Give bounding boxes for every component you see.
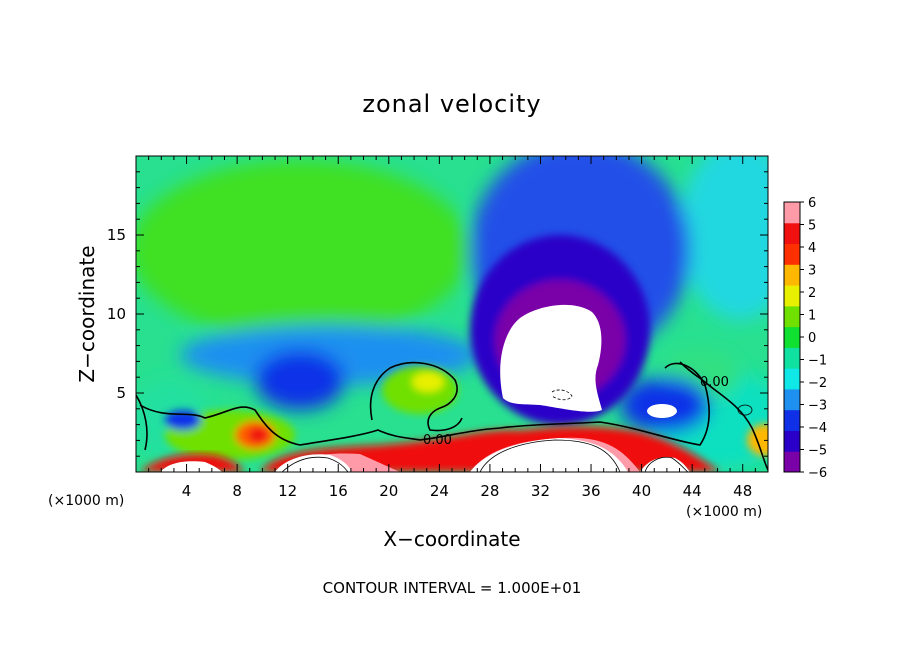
field-westerly-bubble-core xyxy=(412,372,444,392)
zero-contour-lower xyxy=(139,362,710,446)
colorbar-swatch xyxy=(784,264,800,286)
colorbar-swatch xyxy=(784,409,800,431)
x-unit-left: (×1000 m) xyxy=(48,493,124,509)
x-tick-label: 4 xyxy=(182,482,192,500)
field-blue-lobe-left xyxy=(255,350,345,410)
colorbar-swatch xyxy=(784,430,800,452)
colorbar-swatch xyxy=(784,388,800,411)
colorbar-swatch xyxy=(784,305,800,328)
colorbar-tick-label: −5 xyxy=(808,444,827,459)
x-tick-label: 12 xyxy=(278,482,297,500)
colorbar-tick-label: 4 xyxy=(808,241,816,256)
y-axis-label: Z−coordinate xyxy=(75,245,99,382)
field-white-surface-mid xyxy=(470,438,628,472)
colorbar-swatch xyxy=(784,222,800,245)
x-tick-label: 28 xyxy=(480,482,499,500)
x-tick-label: 32 xyxy=(531,482,550,500)
heatmap-field: 0.00 0.00 xyxy=(136,156,768,472)
x-unit-right: (×1000 m) xyxy=(686,504,762,520)
contour-interval-footer: CONTOUR INTERVAL = 1.000E+01 xyxy=(323,579,582,597)
colorbar-tick-label: −1 xyxy=(808,354,827,369)
x-axis-label: X−coordinate xyxy=(383,527,520,551)
field-white-right xyxy=(647,404,677,418)
colorbar-tick-label: 2 xyxy=(808,286,816,301)
field-cyan-upper-right xyxy=(680,156,768,320)
field-lower-left-red xyxy=(248,427,268,443)
colorbar-swatch xyxy=(784,451,800,473)
contour-surface-mid xyxy=(479,439,621,472)
colorbar-tick-label: 3 xyxy=(808,264,816,279)
colorbar-tick-label: −3 xyxy=(808,399,827,414)
field-white-core xyxy=(500,304,602,412)
x-tick-label: 44 xyxy=(683,482,702,500)
contour-label-2: 0.00 xyxy=(700,375,729,390)
contour-small-right xyxy=(737,404,753,416)
colorbar-tick-label: −6 xyxy=(808,466,827,481)
x-tick-label: 24 xyxy=(430,482,449,500)
zero-contour-bubble xyxy=(369,361,463,432)
y-tick-label: 10 xyxy=(107,305,126,323)
colorbar-swatch xyxy=(784,202,800,224)
colorbar-swatch xyxy=(784,326,800,348)
contour-label-1: 0.00 xyxy=(423,433,452,448)
x-tick-label: 40 xyxy=(632,482,651,500)
y-axis: 5 10 15 xyxy=(107,171,768,457)
colorbar-tick-label: −4 xyxy=(808,421,827,436)
y-tick-label: 5 xyxy=(116,384,126,402)
colorbar-tick-label: 1 xyxy=(808,309,816,324)
zero-contour-right xyxy=(679,361,768,471)
y-tick-label: 15 xyxy=(107,226,126,244)
colorbar-swatch xyxy=(784,285,800,307)
colorbar-tick-label: 6 xyxy=(808,196,816,211)
contour-dashed-core xyxy=(551,389,573,401)
colorbar-tick-label: 5 xyxy=(808,219,816,234)
chart-title: zonal velocity xyxy=(362,90,541,118)
colorbar-tick-label: −2 xyxy=(808,376,827,391)
field-white-surface-left2 xyxy=(160,461,222,472)
x-tick-label: 20 xyxy=(379,482,398,500)
colorbar: 6 5 4 3 2 1 0 −1 −2 −3 −4 −5 −6 xyxy=(783,196,827,481)
colorbar-swatch xyxy=(784,243,800,265)
contour-surface-left xyxy=(281,456,349,472)
contour-surface-right xyxy=(644,456,689,472)
x-tick-label: 16 xyxy=(329,482,348,500)
colorbar-tick-label: 0 xyxy=(808,331,816,346)
x-tick-label: 8 xyxy=(232,482,242,500)
x-axis: 4 8 12 16 20 24 28 32 36 40 44 48 xyxy=(148,156,756,500)
field-white-surface-right xyxy=(640,457,690,472)
x-tick-label: 36 xyxy=(581,482,600,500)
colorbar-swatch xyxy=(784,347,800,369)
colorbar-swatch xyxy=(784,368,800,390)
x-tick-label: 48 xyxy=(733,482,752,500)
zero-contour-left-edge xyxy=(136,394,148,451)
field-white-surface-left xyxy=(275,454,352,472)
field-green-upper-left xyxy=(136,160,470,340)
